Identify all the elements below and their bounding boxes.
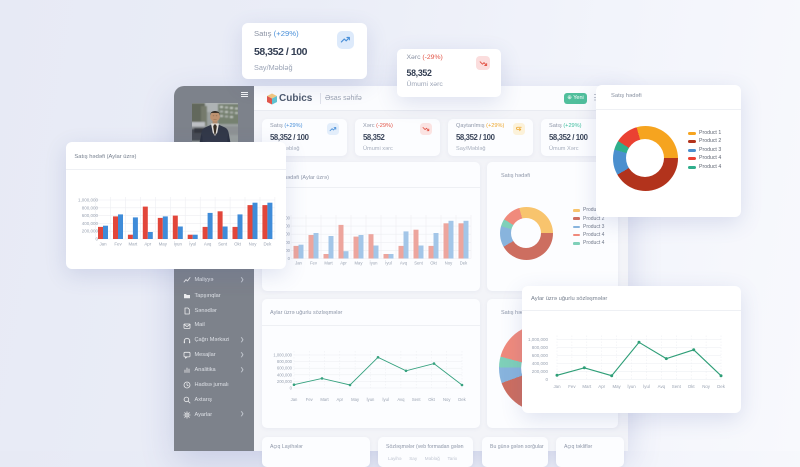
svg-text:1,000,000: 1,000,000 xyxy=(528,337,549,342)
svg-text:600,000: 600,000 xyxy=(82,213,99,218)
svg-text:800,000: 800,000 xyxy=(277,359,293,364)
svg-text:Fev: Fev xyxy=(306,397,314,402)
svg-text:0: 0 xyxy=(95,237,98,242)
svg-text:200,000: 200,000 xyxy=(82,229,99,234)
svg-text:400,000: 400,000 xyxy=(532,361,549,366)
svg-text:Jan: Jan xyxy=(99,242,107,247)
svg-text:İyul: İyul xyxy=(643,384,650,389)
svg-text:Fev: Fev xyxy=(114,242,122,247)
svg-text:Noy: Noy xyxy=(702,384,711,389)
svg-text:Okt: Okt xyxy=(430,261,437,266)
svg-text:Mart: Mart xyxy=(320,397,329,402)
svg-text:Fev: Fev xyxy=(568,384,576,389)
svg-text:Apr: Apr xyxy=(598,384,605,389)
svg-text:Dek: Dek xyxy=(458,397,466,402)
svg-text:Dek: Dek xyxy=(263,242,272,247)
svg-text:Apr: Apr xyxy=(340,261,347,266)
svg-text:Noy: Noy xyxy=(443,397,451,402)
svg-text:İyul: İyul xyxy=(385,261,392,266)
svg-text:Mart: Mart xyxy=(324,261,333,266)
svg-text:Okt: Okt xyxy=(688,384,696,389)
svg-text:600,000: 600,000 xyxy=(532,353,549,358)
svg-text:1,000,000: 1,000,000 xyxy=(78,198,99,203)
svg-text:Sent: Sent xyxy=(414,261,423,266)
svg-text:Jan: Jan xyxy=(295,261,302,266)
svg-text:Apr: Apr xyxy=(337,397,344,402)
svg-text:800,000: 800,000 xyxy=(82,205,99,210)
svg-text:0: 0 xyxy=(288,256,291,261)
svg-text:200,000: 200,000 xyxy=(277,379,293,384)
svg-text:Apr: Apr xyxy=(144,242,151,247)
svg-text:600,000: 600,000 xyxy=(277,366,293,371)
svg-text:İyun: İyun xyxy=(627,384,636,389)
svg-text:400,000: 400,000 xyxy=(82,221,99,226)
svg-text:May: May xyxy=(351,397,360,402)
svg-text:İyun: İyun xyxy=(174,242,183,247)
svg-text:Jan: Jan xyxy=(291,397,298,402)
svg-text:May: May xyxy=(159,242,168,247)
svg-text:200,000: 200,000 xyxy=(532,369,549,374)
svg-text:Noy: Noy xyxy=(445,261,453,266)
svg-text:Okt: Okt xyxy=(234,242,242,247)
svg-text:400,000: 400,000 xyxy=(277,372,293,377)
svg-text:Avq: Avq xyxy=(400,261,408,266)
svg-text:1,000,000: 1,000,000 xyxy=(273,353,292,358)
svg-text:Avq: Avq xyxy=(397,397,405,402)
svg-text:800,000: 800,000 xyxy=(532,345,549,350)
svg-text:Sent: Sent xyxy=(672,384,682,389)
svg-text:Avq: Avq xyxy=(658,384,666,389)
svg-text:Sent: Sent xyxy=(412,397,421,402)
svg-text:Okt: Okt xyxy=(428,397,435,402)
svg-text:Sent: Sent xyxy=(218,242,228,247)
svg-text:Dek: Dek xyxy=(717,384,726,389)
svg-text:İyul: İyul xyxy=(189,242,196,247)
svg-text:İyun: İyun xyxy=(366,397,375,402)
svg-text:0: 0 xyxy=(545,377,548,382)
svg-text:İyun: İyun xyxy=(370,261,379,266)
svg-text:Noy: Noy xyxy=(249,242,258,247)
svg-text:İyul: İyul xyxy=(382,397,389,402)
svg-text:Dek: Dek xyxy=(460,261,468,266)
svg-text:May: May xyxy=(355,261,364,266)
svg-text:May: May xyxy=(612,384,621,389)
svg-text:Avq: Avq xyxy=(204,242,212,247)
svg-text:0: 0 xyxy=(290,386,293,391)
svg-text:Fev: Fev xyxy=(310,261,318,266)
svg-text:Mart: Mart xyxy=(582,384,592,389)
svg-text:Jan: Jan xyxy=(553,384,561,389)
svg-text:Mart: Mart xyxy=(129,242,139,247)
